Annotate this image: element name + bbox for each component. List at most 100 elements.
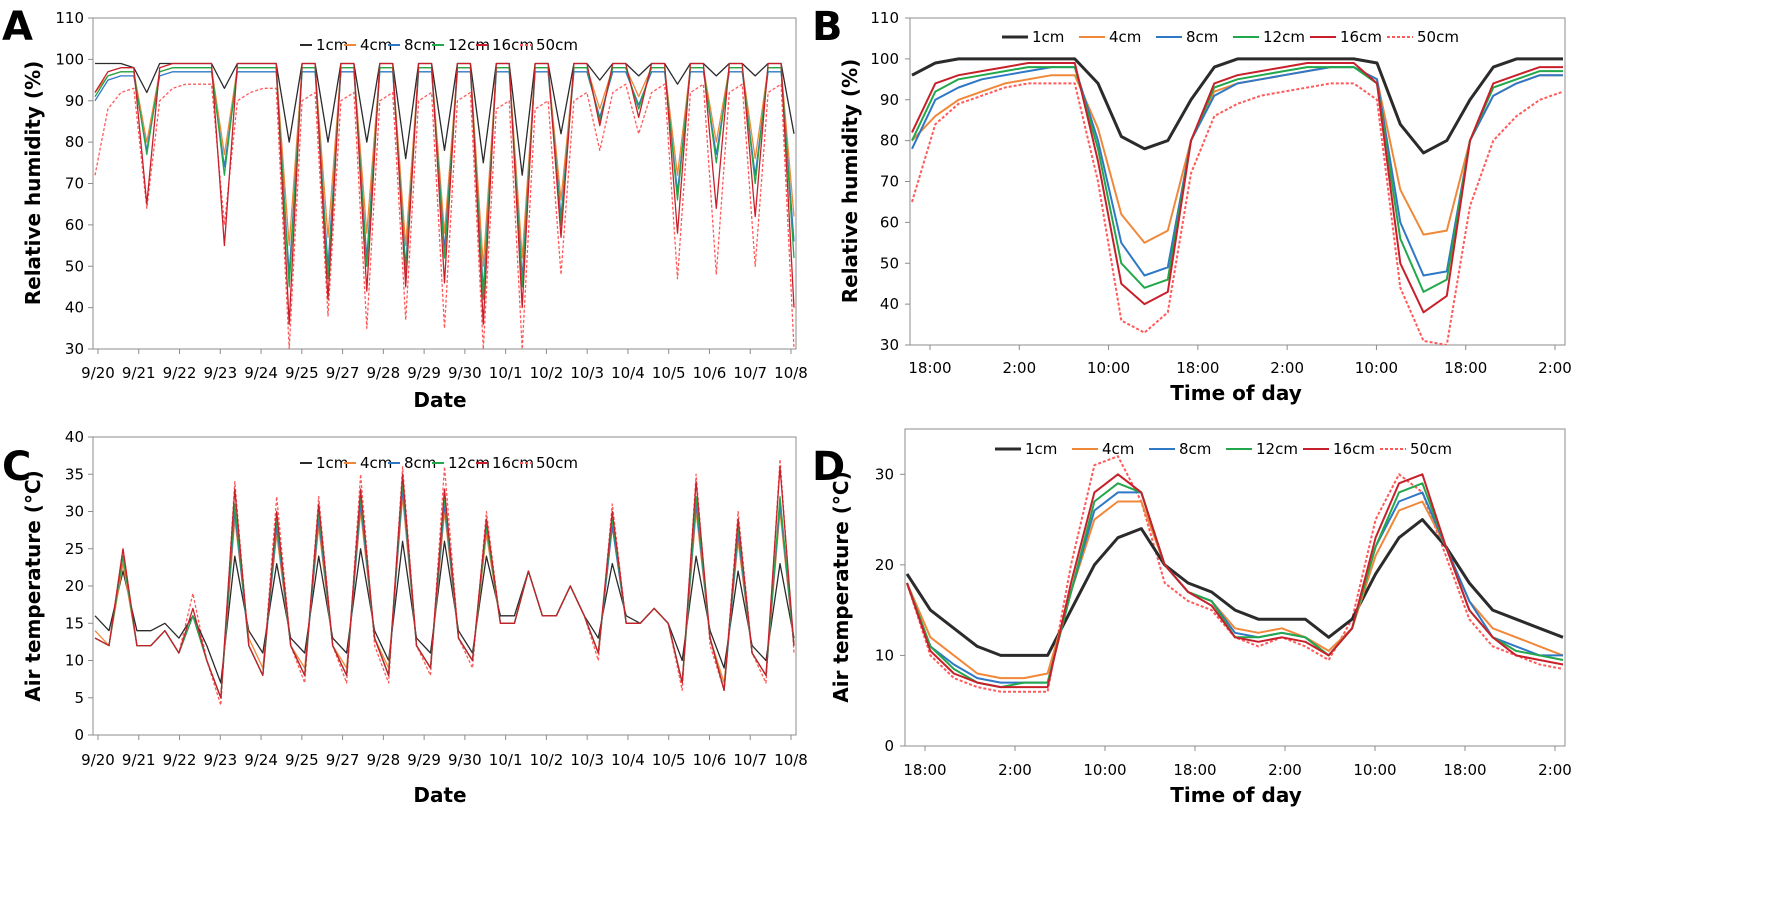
- y-tick-label: 60: [65, 216, 84, 234]
- y-tick-label: 10: [65, 652, 84, 670]
- x-tick-label: 10/3: [570, 364, 604, 382]
- legend-label-4cm: 4cm: [1102, 440, 1134, 458]
- panel-b: B 30 40 50 60 70 80 90 100 110 18:00 2:00 10:00 18:00…: [812, 4, 1572, 405]
- x-tick-label: 9/24: [244, 751, 278, 769]
- legend-label-50cm: 50cm: [1417, 28, 1459, 46]
- x-tick-label: 2:00: [1002, 359, 1036, 377]
- y-tick-label: 30: [875, 465, 894, 483]
- series-line-1cm: [94, 540, 795, 684]
- x-tick-label: 10/7: [733, 751, 767, 769]
- x-tick-label: 9/27: [326, 751, 360, 769]
- legend-label-4cm: 4cm: [360, 36, 392, 54]
- x-tick-label: 9/28: [367, 751, 401, 769]
- x-tick-label: 10:00: [1355, 359, 1398, 377]
- y-tick-label: 5: [74, 689, 84, 707]
- legend-label-12cm: 12cm: [1263, 28, 1305, 46]
- y-tick-label: 110: [55, 9, 84, 27]
- legend-label-8cm: 8cm: [404, 36, 436, 54]
- y-axis-title: Relative humidity (%): [21, 61, 45, 306]
- x-tick-label: 10:00: [1087, 359, 1130, 377]
- legend-label-4cm: 4cm: [360, 454, 392, 472]
- y-tick-label: 40: [880, 295, 899, 313]
- x-tick-label: 9/27: [326, 364, 360, 382]
- legend-label-1cm: 1cm: [316, 36, 348, 54]
- series-line-50cm: [911, 82, 1564, 345]
- legend-label-16cm: 16cm: [1333, 440, 1375, 458]
- x-tick-label: 10:00: [1083, 761, 1126, 779]
- legend-label-16cm: 16cm: [492, 36, 534, 54]
- x-tick-label: 9/24: [244, 364, 278, 382]
- plot-frame: [904, 428, 1566, 747]
- x-tick-label: 18:00: [1176, 359, 1219, 377]
- panel-c: C 0 5 10 15 20 25 30 35 40 9/20 9/21 9/22 9/23 9/24 9/2…: [2, 428, 808, 807]
- legend-label-8cm: 8cm: [1186, 28, 1218, 46]
- y-tick-label: 35: [65, 465, 84, 483]
- series-line-12cm: [911, 66, 1563, 293]
- y-tick-label: 40: [65, 299, 84, 317]
- x-tick-label: 9/20: [81, 751, 115, 769]
- y-axis-title: Air temperature (°C): [829, 471, 853, 703]
- legend-label-12cm: 12cm: [1256, 440, 1298, 458]
- y-tick-label: 90: [880, 91, 899, 109]
- x-tick-label: 9/29: [407, 364, 441, 382]
- x-tick-label: 18:00: [1173, 761, 1216, 779]
- x-tick-label: 18:00: [908, 359, 951, 377]
- legend: 1cm 4cm 8cm 12cm 16cm 50cm: [300, 36, 578, 54]
- legend-label-4cm: 4cm: [1109, 28, 1141, 46]
- legend-label-16cm: 16cm: [1340, 28, 1382, 46]
- x-tick-label: 9/22: [163, 364, 197, 382]
- y-tick-label: 80: [65, 133, 84, 151]
- y-tick-label: 0: [74, 726, 84, 744]
- x-tick-label: 10/5: [652, 751, 686, 769]
- legend-label-1cm: 1cm: [316, 454, 348, 472]
- x-tick-label: 10/4: [611, 364, 645, 382]
- x-tick-label: 9/30: [448, 364, 482, 382]
- y-tick-label: 50: [65, 257, 84, 275]
- x-tick-label: 18:00: [1444, 359, 1487, 377]
- y-tick-label: 110: [870, 9, 899, 27]
- x-tick-label: 9/21: [122, 364, 156, 382]
- series-line-16cm: [906, 473, 1564, 689]
- x-axis-title: Date: [413, 388, 466, 412]
- x-tick-label: 9/29: [407, 751, 441, 769]
- x-tick-label: 10/7: [733, 364, 767, 382]
- x-tick-label: 9/23: [203, 364, 237, 382]
- x-tick-label: 9/25: [285, 751, 319, 769]
- x-tick-label: 9/20: [81, 364, 115, 382]
- x-tick-label: 10/6: [693, 751, 727, 769]
- x-tick-label: 18:00: [903, 761, 946, 779]
- y-tick-label: 90: [65, 92, 84, 110]
- series-line-50cm: [94, 458, 795, 706]
- series-line-8cm: [906, 491, 1563, 684]
- series-line-1cm: [905, 518, 1564, 657]
- x-tick-label: 10/5: [652, 364, 686, 382]
- y-tick-label: 20: [875, 556, 894, 574]
- x-tick-label: 9/23: [203, 751, 237, 769]
- x-axis-title: Time of day: [1170, 783, 1302, 807]
- legend-label-50cm: 50cm: [536, 454, 578, 472]
- y-tick-label: 100: [870, 50, 899, 68]
- x-tick-label: 18:00: [1443, 761, 1486, 779]
- legend-label-1cm: 1cm: [1032, 28, 1064, 46]
- series-line-1cm: [911, 57, 1563, 155]
- x-tick-label: 9/28: [367, 364, 401, 382]
- panel-letter: D: [812, 444, 845, 490]
- legend-label-12cm: 12cm: [448, 36, 490, 54]
- series-line-16cm: [94, 62, 795, 325]
- legend: 1cm 4cm 8cm 12cm 16cm 50cm: [300, 454, 578, 472]
- y-tick-label: 100: [55, 50, 84, 68]
- x-tick-label: 10/3: [570, 751, 604, 769]
- y-tick-label: 20: [65, 577, 84, 595]
- x-tick-label: 10/4: [611, 751, 645, 769]
- x-tick-label: 2:00: [1538, 761, 1572, 779]
- x-tick-label: 10/8: [774, 751, 808, 769]
- y-axis-title: Air temperature (°C): [21, 470, 45, 702]
- x-tick-label: 10/2: [530, 751, 564, 769]
- y-tick-label: 15: [65, 614, 84, 632]
- x-tick-label: 10/1: [489, 751, 523, 769]
- x-axis-title: Date: [413, 783, 466, 807]
- x-tick-label: 2:00: [1268, 761, 1302, 779]
- x-axis-title: Time of day: [1170, 381, 1302, 405]
- y-tick-label: 10: [875, 646, 894, 664]
- y-tick-label: 30: [65, 340, 84, 358]
